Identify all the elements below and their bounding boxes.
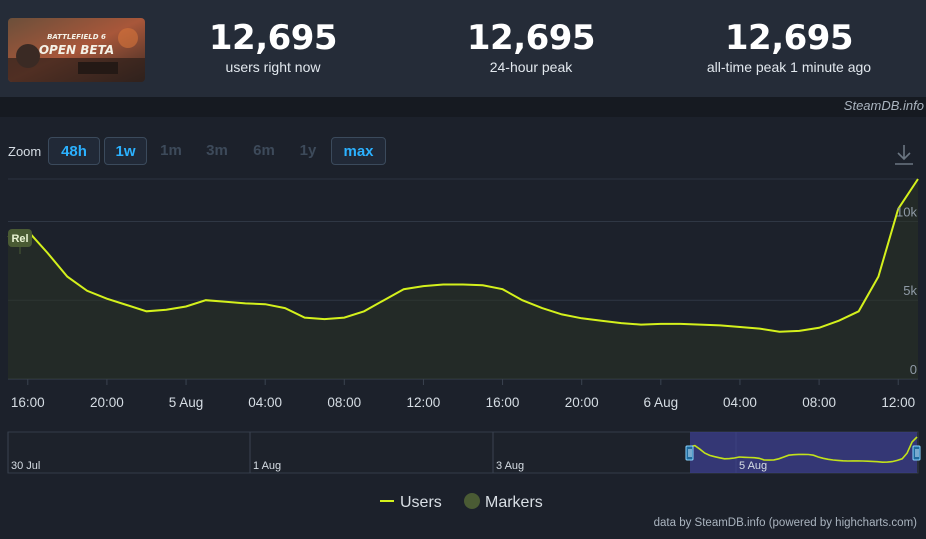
- marker-badge: [8, 229, 32, 247]
- stat-24h-peak: 12,695 24-hour peak: [431, 18, 631, 75]
- y-tick-label: 10k: [896, 204, 917, 219]
- zoom-button-48h[interactable]: 48h: [48, 137, 100, 165]
- zoom-button-1w[interactable]: 1w: [104, 137, 147, 165]
- x-tick-label: 5 Aug: [169, 395, 204, 410]
- legend-item-users[interactable]: Users: [380, 494, 442, 511]
- marker-label: Rel: [11, 233, 28, 245]
- x-tick-label: 04:00: [723, 395, 757, 410]
- credit-footer[interactable]: data by SteamDB.info (powered by highcha…: [653, 517, 917, 529]
- x-tick-label: 6 Aug: [644, 395, 679, 410]
- stat-value: 12,695: [724, 18, 854, 58]
- stat-label: 24-hour peak: [489, 59, 573, 75]
- release-marker[interactable]: Rel: [8, 229, 32, 254]
- zoom-label: Zoom: [8, 144, 42, 159]
- x-tick-label: 16:00: [11, 395, 45, 410]
- legend-users-label: Users: [400, 494, 442, 511]
- legend-item-markers[interactable]: Markers: [464, 493, 543, 511]
- navigator-label: 3 Aug: [496, 460, 524, 472]
- x-tick-label: 08:00: [327, 395, 361, 410]
- stat-value: 12,695: [466, 18, 596, 58]
- y-tick-label: 5k: [903, 283, 917, 298]
- x-axis-labels: 16:00 20:00 5 Aug 04:00 08:00 12:00 16:00 20:00…: [11, 395, 915, 410]
- legend-markers-label: Markers: [485, 494, 543, 511]
- stat-value: 12,695: [208, 18, 338, 58]
- navigator-label: 1 Aug: [253, 460, 281, 472]
- stat-label: all-time peak 1 minute ago: [706, 59, 872, 75]
- navigator-left-handle[interactable]: [685, 445, 694, 461]
- legend: Users Markers: [380, 493, 543, 511]
- header-bar: BATTLEFIELD 6 OPEN BETA 12,695 users rig…: [0, 0, 926, 97]
- x-tick-label: 12:00: [407, 395, 441, 410]
- users-series-line: [7, 178, 919, 333]
- navigator-grid: [7, 432, 737, 473]
- zoom-button-1m[interactable]: 1m: [160, 142, 182, 159]
- thumbnail-title: BATTLEFIELD 6: [47, 33, 106, 41]
- zoom-button-max[interactable]: max: [331, 137, 386, 165]
- thumbnail-art: [8, 18, 145, 82]
- navigator-label: 30 Jul: [11, 460, 40, 472]
- zoom-button-1y[interactable]: 1y: [299, 142, 317, 159]
- navigator[interactable]: 30 Jul 1 Aug 3 Aug 5 Aug: [7, 431, 921, 474]
- users-area-fill: [8, 179, 918, 379]
- stat-all-time-peak: 12,695 all-time peak 1 minute ago: [664, 18, 914, 75]
- stat-label: users right now: [225, 59, 321, 75]
- zoom-button-6m[interactable]: 6m: [253, 142, 275, 159]
- chart-grid: [8, 220, 918, 385]
- navigator-label: 5 Aug: [739, 460, 767, 472]
- brand-label[interactable]: SteamDB.info: [843, 98, 924, 113]
- navigator-series-line: [689, 436, 918, 464]
- y-axis-labels: 0 5k 10k: [896, 204, 917, 377]
- navigator-frame: [7, 431, 919, 474]
- brand-strip: SteamDB.info: [0, 97, 926, 117]
- x-tick-label: 20:00: [90, 395, 124, 410]
- game-thumbnail[interactable]: BATTLEFIELD 6 OPEN BETA: [8, 18, 145, 82]
- x-tick-label: 16:00: [486, 395, 520, 410]
- x-tick-label: 12:00: [881, 395, 915, 410]
- x-tick-label: 04:00: [248, 395, 282, 410]
- navigator-selection[interactable]: [690, 432, 917, 473]
- x-tick-label: 20:00: [565, 395, 599, 410]
- navigator-labels: 30 Jul 1 Aug 3 Aug 5 Aug: [11, 460, 767, 472]
- y-tick-label: 0: [910, 362, 917, 377]
- navigator-right-handle[interactable]: [912, 445, 921, 461]
- download-icon[interactable]: [893, 143, 915, 167]
- stat-current-users: 12,695 users right now: [173, 18, 373, 75]
- x-tick-label: 08:00: [802, 395, 836, 410]
- legend-markers-swatch: [464, 493, 480, 509]
- zoom-button-3m[interactable]: 3m: [206, 142, 228, 159]
- thumbnail-subtitle: OPEN BETA: [38, 43, 115, 57]
